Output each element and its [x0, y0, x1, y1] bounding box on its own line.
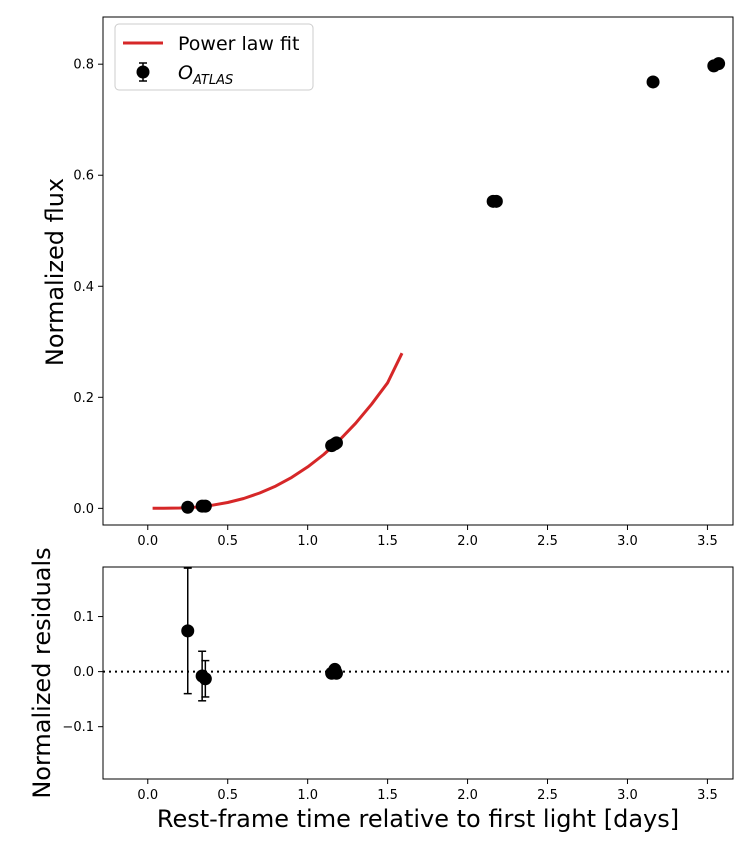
flux-data-point	[181, 500, 195, 514]
residuals-panel: 0.0 0.5 1.0 1.5 2.0 2.5 3.0 3.5 0.1 0.0 −0.1	[62, 566, 734, 803]
residuals-panel-xtick-label: 1.5	[377, 788, 398, 803]
residuals-panel-ylabel: Normalized residuals	[28, 547, 56, 798]
flux-panel-xtick-label: 3.0	[617, 534, 638, 549]
residuals-panel-ytick-label: −0.1	[62, 720, 94, 735]
flux-panel-xtick-label: 0.0	[137, 534, 158, 549]
legend-marker	[136, 65, 150, 79]
flux-data-point	[646, 75, 660, 89]
legend-entry-oatlas-main: O	[178, 62, 193, 84]
flux-panel-ytick-label: 0.6	[73, 169, 94, 184]
residual-data-point	[181, 624, 195, 638]
flux-panel: 0.0 0.5 1.0 1.5 2.0 2.5 3.0 3.5 0.0 0.2 0.4 0.6 0.8	[73, 16, 734, 549]
flux-panel-ytick-label: 0.4	[73, 280, 94, 295]
residuals-panel-ytick-label: 0.1	[73, 610, 94, 625]
residuals-panel-xlabel: Rest-frame time relative to first light …	[157, 805, 679, 833]
legend: Power law fit OATLAS	[114, 23, 314, 91]
flux-panel-frame	[102, 16, 734, 526]
residuals-panel-xtick-label: 0.0	[137, 788, 158, 803]
flux-data-point	[489, 194, 503, 208]
residuals-panel-xtick-label: 1.0	[297, 788, 318, 803]
flux-panel-xtick-label: 3.5	[697, 534, 718, 549]
legend-entry-power-law: Power law fit	[178, 33, 299, 55]
flux-data-point	[712, 57, 726, 71]
legend-errorbar-swatch	[136, 62, 150, 82]
residuals-panel-xtick-label: 0.5	[217, 788, 238, 803]
flux-panel-ytick-label: 0.8	[73, 58, 94, 73]
flux-panel-xtick-label: 0.5	[217, 534, 238, 549]
residuals-panel-ytick-label: 0.0	[73, 665, 94, 680]
legend-entry-oatlas: OATLAS	[178, 62, 233, 88]
legend-entry-oatlas-sub: ATLAS	[192, 73, 233, 88]
residual-data-point	[329, 666, 343, 680]
flux-panel-xtick-label: 1.0	[297, 534, 318, 549]
residuals-panel-xtick-label: 2.0	[457, 788, 478, 803]
flux-panel-ylabel: Normalized flux	[41, 178, 69, 366]
flux-panel-xtick-label: 2.5	[537, 534, 558, 549]
flux-data-point	[329, 436, 343, 450]
residuals-panel-xtick-label: 3.5	[697, 788, 718, 803]
residuals-panel-xtick-label: 2.5	[537, 788, 558, 803]
flux-panel-xtick-label: 2.0	[457, 534, 478, 549]
residuals-panel-frame	[102, 566, 734, 780]
residual-data-point	[198, 672, 212, 686]
flux-panel-ytick-label: 0.0	[73, 502, 94, 517]
flux-data-point	[198, 499, 212, 513]
legend-frame	[114, 23, 314, 91]
flux-panel-ytick-label: 0.2	[73, 391, 94, 406]
residuals-panel-xtick-label: 3.0	[617, 788, 638, 803]
flux-panel-xtick-label: 1.5	[377, 534, 398, 549]
